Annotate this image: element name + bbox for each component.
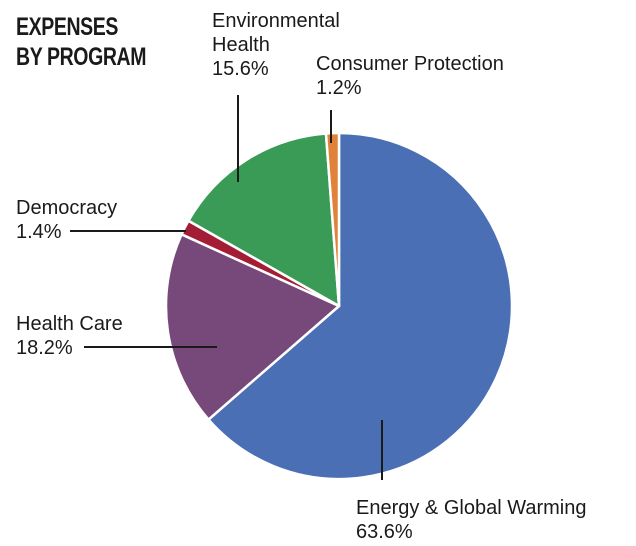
slice-percent-label: 1.4% (16, 221, 62, 243)
slice-name-label: Health Care (16, 313, 123, 335)
slice-percent-label: 18.2% (16, 337, 73, 359)
slice-name-label: Energy & Global Warming (356, 497, 586, 519)
slice-name-label: Consumer Protection (316, 53, 504, 75)
slice-percent-label: 15.6% (212, 58, 269, 80)
slice-name-label: Environmental (212, 10, 340, 32)
slice-percent-label: 1.2% (316, 77, 362, 99)
chart-title-line-2: BY PROGRAM (16, 43, 147, 71)
slice-name-label: Health (212, 34, 270, 56)
pie-slice (324, 131, 341, 308)
chart-title-line-1: EXPENSES (16, 13, 119, 41)
pie-slice (207, 131, 514, 481)
slice-percent-label: 63.6% (356, 521, 413, 543)
pie-slice (187, 132, 341, 308)
pie-slice (164, 233, 341, 421)
chart-title: EXPENSES BY PROGRAM (16, 12, 146, 72)
slice-name-label: Democracy (16, 197, 117, 219)
